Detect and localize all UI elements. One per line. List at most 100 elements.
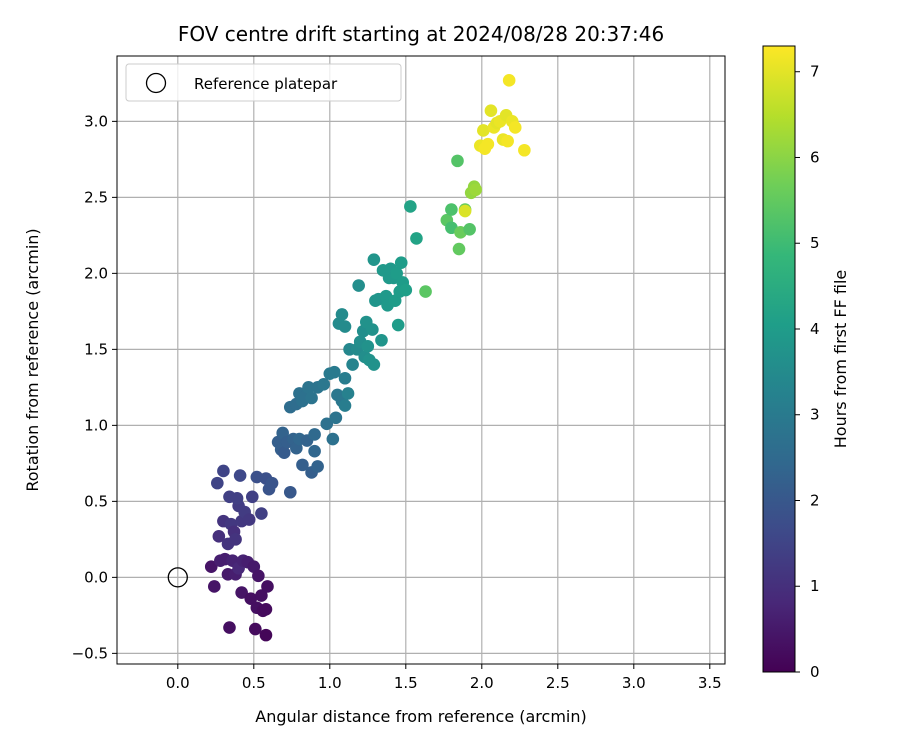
data-point (451, 154, 464, 168)
data-point (252, 569, 265, 583)
grid-lines (117, 56, 725, 664)
legend-entry-reference-platepar: Reference platepar (194, 75, 338, 93)
data-point (207, 580, 221, 593)
data-point (320, 417, 334, 431)
data-point (367, 358, 381, 371)
x-tick-label: 1.5 (394, 674, 418, 692)
data-point (242, 513, 256, 526)
colorbar-tick-label: 7 (810, 63, 820, 81)
data-point (419, 285, 432, 298)
colorbar-tick-label: 3 (810, 406, 820, 424)
data-point (391, 318, 405, 332)
data-point (235, 586, 248, 599)
data-point (484, 104, 498, 118)
data-point (481, 137, 495, 151)
data-point (394, 256, 408, 270)
legend-box (125, 63, 402, 102)
data-point (399, 283, 413, 297)
data-point (477, 124, 490, 137)
data-point (212, 530, 226, 543)
data-point (245, 490, 259, 504)
x-tick-label: 3.5 (698, 674, 722, 692)
data-point (501, 134, 514, 148)
data-point (302, 381, 315, 394)
data-point (211, 476, 224, 490)
data-point (259, 602, 273, 616)
data-point (311, 460, 324, 473)
data-point (502, 74, 516, 87)
colorbar-tick-label: 4 (810, 320, 820, 338)
data-point (338, 320, 352, 333)
legend-marker-hollow-circle-icon (145, 72, 167, 94)
y-tick-label: 1.0 (84, 416, 108, 434)
axis-ticks: 0.0 0.5 1.0 1.5 2.0 2.5 3.0 3.5 −0.5 0.0 0.5 1.0 1.5… (72, 112, 722, 692)
data-point (204, 560, 218, 574)
y-axis-label: Rotation from reference (arcmin) (23, 228, 42, 491)
x-tick-label: 0.5 (242, 674, 266, 692)
data-point (463, 222, 476, 236)
y-tick-label: 2.0 (84, 264, 108, 282)
data-point (249, 622, 262, 636)
colorbar-label: Hours from first FF file (831, 270, 850, 449)
data-point (375, 333, 388, 347)
x-tick-label: 2.0 (470, 674, 494, 692)
data-point (361, 340, 375, 353)
data-point (230, 492, 244, 505)
colorbar-tick-label: 5 (810, 234, 820, 252)
data-point (277, 446, 291, 460)
data-point (338, 399, 352, 412)
colorbar-tick-label: 2 (810, 491, 820, 509)
y-tick-label: −0.5 (72, 644, 108, 662)
colorbar-ticks: 0 1 2 3 4 5 6 7 (795, 63, 820, 681)
data-point (283, 485, 297, 499)
colorbar: 0 1 2 3 4 5 6 7 Hours from first FF file (762, 45, 850, 681)
x-tick-label: 3.0 (622, 674, 646, 692)
data-point (452, 242, 466, 256)
x-tick-label: 1.0 (318, 674, 342, 692)
colorbar-tick-label: 1 (810, 577, 820, 595)
data-point (367, 253, 381, 266)
data-point (328, 365, 341, 379)
data-point (255, 507, 268, 520)
data-point (469, 183, 483, 197)
data-point (518, 143, 531, 157)
chart-title: FOV centre drift starting at 2024/08/28 … (178, 22, 664, 46)
colorbar-gradient (762, 45, 796, 673)
data-point (329, 411, 343, 425)
data-point (346, 358, 359, 371)
data-point (233, 469, 247, 482)
data-point (352, 279, 365, 292)
y-tick-label: 0.5 (84, 492, 108, 510)
x-tick-label: 0.0 (166, 674, 190, 692)
y-tick-label: 3.0 (84, 112, 108, 130)
data-point (341, 387, 355, 400)
x-axis-label: Angular distance from reference (arcmin) (255, 707, 586, 726)
colorbar-tick-label: 6 (810, 148, 820, 166)
y-tick-label: 0.0 (84, 568, 108, 586)
reference-platepar-marker (167, 567, 188, 588)
data-points (167, 74, 531, 642)
data-point (308, 428, 321, 441)
data-point (244, 592, 258, 605)
data-point (390, 267, 403, 280)
data-point (217, 464, 230, 478)
data-point (366, 323, 379, 336)
data-point (308, 444, 321, 458)
y-tick-label: 2.5 (84, 188, 108, 206)
data-point (223, 621, 236, 634)
data-point (338, 371, 352, 385)
data-point (265, 476, 279, 490)
data-point (255, 589, 268, 602)
data-point (410, 232, 423, 245)
data-point (261, 580, 274, 593)
data-point (305, 391, 318, 405)
plot-frame (116, 55, 726, 665)
data-point (259, 628, 273, 642)
data-point (317, 378, 331, 391)
y-tick-label: 1.5 (84, 340, 108, 358)
data-point (326, 432, 340, 446)
data-point (445, 203, 458, 216)
data-point (335, 308, 349, 321)
legend: Reference platepar (125, 63, 402, 102)
